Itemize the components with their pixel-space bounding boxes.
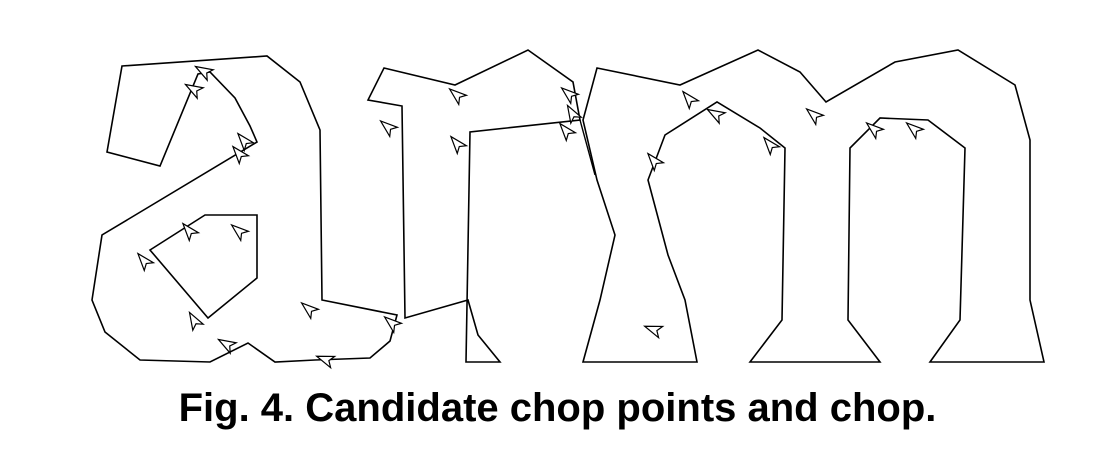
chop-point-marker	[449, 135, 469, 156]
chop-point-marker	[136, 252, 156, 273]
chop-point-marker	[805, 107, 826, 127]
letter-a-counter	[148, 214, 258, 320]
chop-point-marker	[705, 108, 728, 125]
chop-point-marker	[231, 145, 251, 166]
chop-point-marker	[642, 325, 665, 340]
chop-point-marker	[905, 121, 926, 141]
chop-point-marker	[314, 355, 337, 370]
chop-point-marker	[300, 301, 321, 321]
chop-point-marker	[236, 132, 256, 153]
chop-point-marker	[230, 223, 251, 243]
chop-point-marker	[181, 222, 201, 243]
chop-point-marker	[762, 136, 782, 157]
chop-point-marker	[448, 87, 469, 107]
chop-point-marker	[560, 86, 581, 106]
chop-point-marker	[566, 103, 583, 126]
candidate-chop-points	[136, 65, 926, 370]
chop-line	[579, 119, 596, 176]
chop-point-marker	[646, 152, 666, 173]
letter-a-outline	[91, 55, 398, 363]
chop-point-marker	[681, 90, 701, 111]
glyph-outline-diagram	[91, 49, 1046, 370]
chop-point-marker	[193, 65, 216, 82]
chop-point-marker	[183, 83, 206, 100]
letter-r-contour	[366, 49, 581, 363]
chop-point-marker	[379, 119, 400, 139]
chop-point-marker	[558, 122, 578, 143]
chop-point-marker	[216, 338, 239, 355]
chop-point-marker	[383, 315, 404, 335]
figure-caption: Fig. 4. Candidate chop points and chop.	[178, 386, 937, 430]
letter-m-outline	[581, 49, 1046, 363]
letter-a-outer-contour	[91, 55, 398, 363]
letter-r-outline	[366, 49, 581, 363]
chop-point-marker	[188, 310, 205, 333]
chop-point-marker	[865, 121, 886, 141]
letter-m-contour	[581, 49, 1046, 363]
